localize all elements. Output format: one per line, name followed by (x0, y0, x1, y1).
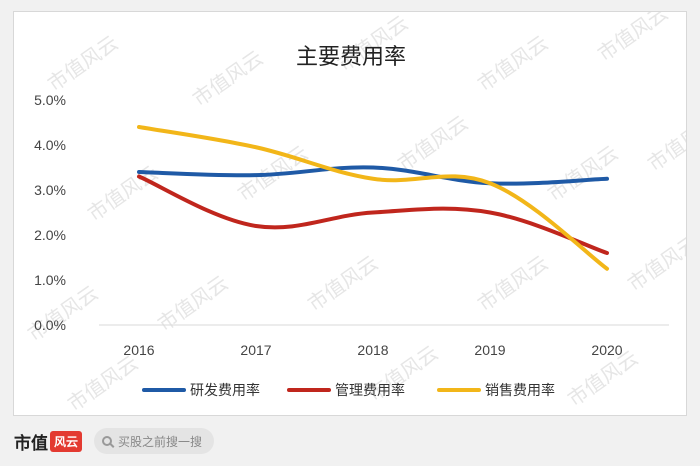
legend-label-3: 销售费用率 (485, 382, 555, 399)
y-tick-label: 5.0% (34, 92, 66, 108)
watermark: 市值风云 (543, 141, 622, 207)
brand-logo[interactable]: 市值 风云 (14, 429, 83, 454)
brand-text: 市值 (14, 433, 48, 454)
legend: 研发费用率 管理费用率 销售费用率 (142, 382, 555, 399)
watermark: 市值风云 (623, 231, 687, 297)
watermark: 市值风云 (473, 251, 552, 317)
watermark: 市值风云 (43, 31, 122, 97)
x-tick-label: 2017 (240, 342, 271, 358)
watermark: 市值风云 (153, 271, 232, 337)
legend-label-1: 研发费用率 (190, 382, 260, 399)
y-tick-label: 2.0% (34, 227, 66, 243)
watermark: 市值风云 (23, 281, 102, 347)
watermark: 市值风云 (188, 46, 267, 112)
watermark: 市值风云 (63, 351, 142, 416)
x-axis-ticks: 2016 2017 2018 2019 2020 (123, 342, 622, 358)
chart-title: 主要费用率 (296, 45, 406, 70)
y-axis-ticks: 0.0% 1.0% 2.0% 3.0% 4.0% 5.0% (34, 92, 66, 333)
search-icon (102, 436, 113, 446)
series-layer (137, 125, 609, 271)
watermark: 市值风云 (593, 12, 672, 66)
y-tick-label: 3.0% (34, 182, 66, 198)
chart-card: 市值风云 市值风云 市值风云 市值风云 市值风云 市值风云 市值风云 市值风云 市值风云 市值风云… (13, 11, 687, 416)
y-tick-label: 1.0% (34, 272, 66, 288)
brand-badge: 风云 (50, 430, 83, 452)
x-tick-label: 2016 (123, 342, 154, 358)
x-tick-label: 2019 (474, 342, 505, 358)
y-tick-label: 0.0% (34, 317, 66, 333)
watermark: 市值风云 (393, 111, 472, 177)
series-line-1 (137, 165, 609, 186)
watermark: 市值风云 (303, 251, 382, 317)
legend-label-2: 管理费用率 (335, 382, 405, 399)
watermark: 市值风云 (643, 111, 687, 177)
watermark: 市值风云 (473, 31, 552, 97)
x-tick-label: 2020 (591, 342, 622, 358)
footer-bar: 市值 风云 买股之前搜一搜 (0, 416, 700, 466)
x-tick-label: 2018 (357, 342, 388, 358)
search-placeholder: 买股之前搜一搜 (118, 434, 203, 449)
watermark: 市值风云 (83, 161, 162, 227)
search-box[interactable]: 买股之前搜一搜 (94, 428, 215, 454)
series-line-3 (137, 125, 609, 271)
y-tick-label: 4.0% (34, 137, 66, 153)
series-line-2 (137, 174, 609, 255)
